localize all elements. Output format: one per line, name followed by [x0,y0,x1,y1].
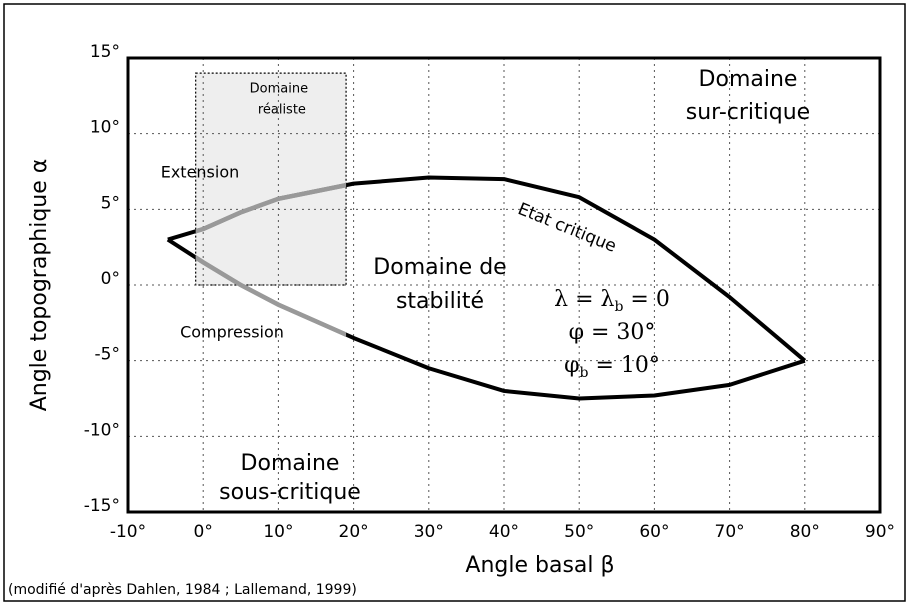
x-tick-label: 60° [639,522,669,542]
realistic-domain-label: réaliste [258,103,306,118]
annotation: Domaine [699,67,798,92]
annotation: Domaine de [373,255,506,280]
x-tick-label: 90° [865,522,895,542]
annotation: Extension [161,163,240,182]
x-tick-label: 70° [715,522,745,542]
annotation: sous-critique [219,480,361,505]
y-tick-label: 0° [101,269,120,289]
source-note: (modifié d'après Dahlen, 1984 ; Lalleman… [8,582,357,598]
x-tick-label: 20° [339,522,369,542]
y-tick-label: 10° [90,118,120,138]
realistic-domain [195,72,347,286]
parameter-part: λ = λ [554,287,614,312]
curve-label: Etat critique [515,199,619,257]
y-axis-label: Angle topographique α [27,159,52,412]
parameter: φb = 10° [564,353,660,381]
x-tick-label: 80° [790,522,820,542]
curve-highlight [195,182,347,234]
annotation: sur-critique [686,100,810,125]
y-tick-label: -10° [84,420,120,440]
x-tick-label: 50° [564,522,594,542]
x-axis-label: Angle basal β [465,553,614,578]
parameter-part: φ [564,353,579,378]
x-tick-label: 40° [489,522,519,542]
parameter-part: φ = 30° [569,320,656,345]
annotation: stabilité [396,289,484,314]
y-tick-label: -15° [84,496,120,516]
y-tick-label: -5° [95,345,120,365]
frame [3,3,906,602]
y-tick-label: 5° [101,193,120,213]
y-tick-label: 15° [90,42,120,62]
x-tick-label: 10° [263,522,293,542]
parameter-part: = 0 [623,287,669,312]
annotation: Compression [180,323,284,342]
parameter: φ = 30° [569,320,656,345]
plot-frame [126,56,882,514]
parameter: λ = λb = 0 [554,287,670,315]
parameter-part: b [614,299,623,315]
curve-highlight [195,254,347,338]
x-tick-label: -10° [110,522,146,542]
annotation: Domaine [241,451,340,476]
parameter-part: b [580,365,589,381]
parameter-part: = 10° [588,353,659,378]
x-tick-label: 0° [194,522,213,542]
x-tick-label: 30° [414,522,444,542]
